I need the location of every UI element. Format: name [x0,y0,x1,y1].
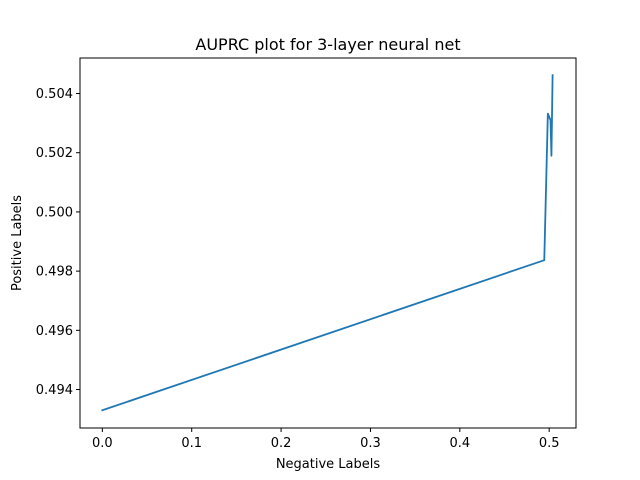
x-tick-label: 0.2 [271,436,292,451]
chart-title: AUPRC plot for 3-layer neural net [195,35,460,54]
x-tick-label: 0.0 [92,436,113,451]
series-line-0 [101,74,554,412]
x-axis-label: Negative Labels [276,457,381,472]
x-tick-label: 0.3 [360,436,381,451]
x-tick-label: 0.4 [449,436,470,451]
axes-frame [79,57,577,429]
x-axis: 0.0 0.1 0.2 0.3 0.4 0.5 [92,428,560,451]
y-axis: 0.494 0.496 0.498 0.500 0.502 0.504 [36,87,80,398]
y-tick-label: 0.498 [36,265,73,280]
y-tick-label: 0.504 [36,87,73,102]
x-tick-label: 0.5 [539,436,560,451]
y-tick-label: 0.500 [36,205,73,220]
y-tick-label: 0.494 [36,383,73,398]
y-tick-label: 0.496 [36,324,73,339]
plot-area [101,74,554,412]
y-tick-label: 0.502 [36,146,73,161]
y-axis-label: Positive Labels [10,195,25,291]
x-tick-label: 0.1 [181,436,202,451]
